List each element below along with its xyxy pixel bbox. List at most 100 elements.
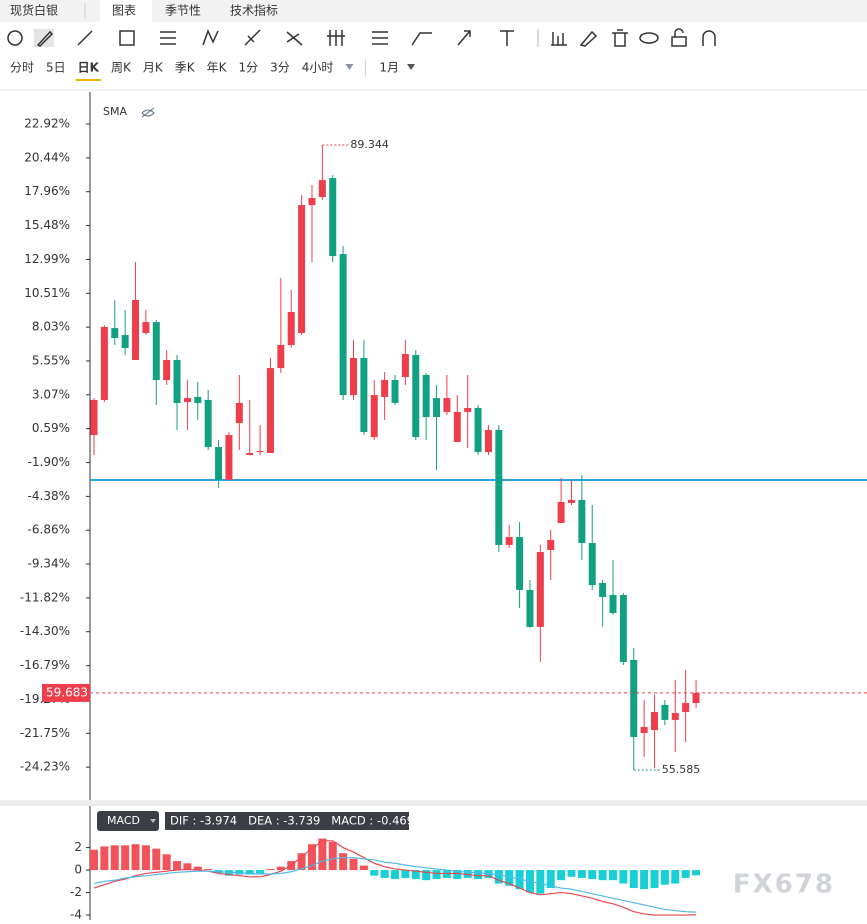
y-tick-label: -2	[70, 885, 82, 899]
candle-body	[339, 254, 347, 396]
y-tick-label: -4	[70, 908, 82, 920]
y-tick-label: 15.48%	[24, 218, 70, 232]
tool-icon[interactable]	[244, 29, 261, 46]
tool-icon[interactable]	[579, 30, 598, 47]
tool-icon[interactable]	[457, 30, 471, 46]
tool-icon[interactable]	[612, 29, 628, 47]
interval-arrow[interactable]	[407, 64, 416, 70]
tab-bar	[0, 0, 867, 22]
macd-bar	[546, 870, 555, 889]
interval-button[interactable]: 1月	[379, 61, 399, 75]
tool-icon[interactable]	[411, 32, 432, 46]
period-more[interactable]	[345, 64, 354, 70]
panel-separator	[0, 800, 867, 806]
candle-body	[360, 357, 368, 433]
macd-readout-bg	[165, 812, 409, 830]
toolbar	[7, 28, 716, 47]
y-tick-label: 22.92%	[24, 117, 70, 131]
macd-bar	[692, 870, 701, 876]
period-button[interactable]: 月K	[143, 61, 164, 75]
tool-icon[interactable]	[372, 31, 388, 45]
tab[interactable]: 季节性	[165, 4, 201, 18]
candle-body	[682, 703, 690, 713]
macd-bar	[681, 870, 690, 878]
candle-body	[391, 380, 399, 403]
period-button[interactable]: 年K	[207, 61, 228, 75]
y-tick-label: 12.99%	[24, 252, 70, 266]
macd-bar	[536, 870, 545, 894]
tool-icon[interactable]	[551, 32, 567, 46]
candle-body	[443, 398, 451, 412]
macd-bar	[297, 853, 306, 871]
y-tick-label: 0	[74, 863, 82, 877]
candle-body	[567, 499, 575, 503]
macd-bar	[162, 854, 171, 871]
tool-icon[interactable]	[77, 30, 93, 46]
y-tick-label: -24.23%	[20, 760, 70, 774]
candle-body	[422, 375, 430, 418]
period-button[interactable]: 4小时	[302, 61, 334, 75]
hide-icon[interactable]	[141, 107, 155, 118]
period-button[interactable]: 5日	[46, 61, 66, 75]
tool-icon[interactable]	[202, 29, 219, 46]
candle-body	[474, 408, 482, 453]
y-tick-label: 0.59%	[32, 421, 70, 435]
period-button[interactable]: 日K	[78, 61, 100, 75]
y-tick-label: -14.30%	[20, 624, 70, 638]
tab[interactable]: 图表	[112, 4, 136, 18]
candle-body	[132, 299, 140, 361]
tool-icon[interactable]	[674, 28, 684, 37]
macd-line	[93, 857, 697, 913]
period-button[interactable]: 1分	[238, 61, 258, 75]
macd-bar	[328, 841, 337, 871]
watermark: FX678	[733, 870, 835, 900]
tool-icon[interactable]	[286, 31, 303, 46]
candle-body	[194, 396, 202, 403]
macd-bar	[266, 868, 275, 871]
dropdown-arrow	[150, 819, 156, 823]
indicator-label: SMA	[103, 105, 127, 118]
macd-bar	[619, 870, 628, 884]
tool-icon[interactable]	[500, 30, 514, 46]
tool-icon[interactable]	[160, 31, 176, 45]
candle-body	[318, 180, 326, 198]
candle-body	[526, 589, 534, 627]
tool-icon[interactable]	[327, 30, 345, 46]
macd-readout: DIF : -3.974 DEA : -3.739 MACD : -0.469	[170, 814, 414, 828]
tool-icon[interactable]	[671, 36, 687, 47]
candle-body	[100, 326, 108, 400]
period-button[interactable]: 周K	[111, 61, 132, 75]
candle-body	[464, 408, 472, 412]
tool-icon[interactable]	[7, 30, 23, 46]
y-tick-label: -21.75%	[20, 726, 70, 740]
y-tick-label: -4.38%	[28, 489, 70, 503]
candle-body	[640, 727, 648, 734]
last-price-bg	[42, 683, 90, 702]
y-tick-label: 5.55%	[32, 353, 70, 367]
macd-bar	[391, 870, 400, 880]
candle-body	[433, 398, 441, 418]
period-button[interactable]: 分时	[10, 61, 34, 75]
macd-dropdown[interactable]	[97, 811, 159, 831]
max-label: 89.344	[350, 138, 389, 151]
macd-title[interactable]: MACD	[107, 814, 140, 827]
min-label: 55.585	[662, 763, 701, 776]
macd-bar	[598, 870, 607, 881]
candle-body	[121, 335, 129, 349]
tab[interactable]: 现货白银	[10, 3, 58, 18]
tool-icon[interactable]	[119, 30, 135, 46]
macd-bar	[660, 870, 669, 885]
candle-body	[661, 704, 669, 720]
tab[interactable]: 技术指标	[230, 3, 278, 18]
period-button[interactable]: 3分	[270, 61, 290, 75]
macd-bar	[474, 870, 483, 880]
candle-body	[256, 450, 264, 453]
macd-bar	[567, 870, 576, 877]
period-button[interactable]: 季K	[175, 61, 196, 75]
tool-icon[interactable]	[36, 30, 54, 47]
tool-icon[interactable]	[639, 32, 659, 44]
candle-body	[609, 595, 617, 614]
candle-body	[401, 354, 409, 378]
tool-icon[interactable]	[702, 30, 716, 46]
